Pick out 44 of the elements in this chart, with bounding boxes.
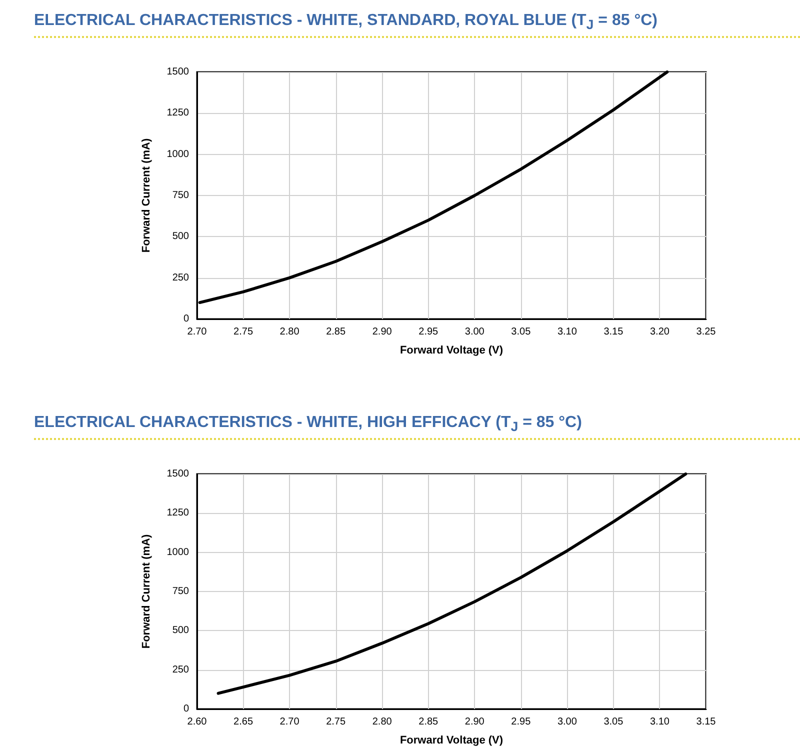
y-tick-label: 500 [172, 625, 190, 636]
x-tick-label: 2.70 [187, 326, 208, 338]
y-tick-label: 0 [183, 704, 190, 715]
y-tick-label: 250 [172, 664, 190, 676]
x-tick-label: 2.75 [234, 326, 254, 338]
y-axis-title: Forward Current (mA) [140, 138, 152, 253]
x-tick-label: 2.85 [418, 716, 439, 728]
x-tick-label: 2.60 [187, 716, 208, 728]
x-tick-label: 2.95 [511, 716, 532, 728]
y-tick-label: 500 [172, 231, 190, 242]
x-tick-label: 3.10 [650, 716, 670, 728]
y-tick-label: 1000 [166, 149, 190, 160]
x-tick-label: 2.70 [280, 716, 300, 728]
x-tick-label: 3.10 [557, 326, 578, 338]
x-tick-label: 2.95 [418, 326, 439, 338]
x-tick-label: 3.25 [696, 326, 716, 338]
x-tick-label: 3.00 [464, 326, 485, 338]
y-tick-label: 1500 [166, 66, 190, 78]
y-tick-label: 250 [172, 272, 190, 284]
y-tick-label: 0 [183, 314, 190, 325]
x-tick-label: 2.85 [326, 326, 346, 338]
x-tick-label: 2.75 [326, 716, 346, 728]
x-tick-label: 2.80 [372, 716, 392, 728]
y-axis-title: Forward Current (mA) [140, 534, 152, 649]
x-tick-label: 2.80 [280, 326, 300, 338]
x-axis-title: Forward Voltage (V) [400, 734, 504, 747]
x-axis-title: Forward Voltage (V) [400, 344, 504, 357]
x-tick-label: 3.20 [650, 326, 670, 338]
y-tick-label: 750 [172, 586, 190, 598]
y-tick-label: 1250 [166, 108, 190, 119]
y-tick-label: 1500 [166, 468, 190, 480]
y-tick-label: 1250 [166, 508, 190, 519]
x-tick-label: 3.15 [604, 326, 624, 338]
x-tick-label: 2.90 [372, 326, 392, 338]
x-tick-label: 3.05 [511, 326, 532, 338]
y-tick-label: 1000 [166, 547, 190, 558]
x-tick-label: 3.15 [696, 716, 716, 728]
x-tick-label: 3.00 [557, 716, 578, 728]
x-tick-label: 3.05 [604, 716, 624, 728]
chart-title: ELECTRICAL CHARACTERISTICS - WHITE, HIGH EFFICACY (T$_{J}$ = 85 °C) [34, 414, 800, 440]
x-tick-label: 2.90 [464, 716, 485, 728]
x-tick-label: 2.65 [234, 716, 254, 728]
y-tick-label: 750 [172, 190, 190, 202]
chart-title: ELECTRICAL CHARACTERISTICS - WHITE, STANDARD, ROYAL BLUE (T$_{J}$ = 85 °C) [34, 12, 800, 38]
